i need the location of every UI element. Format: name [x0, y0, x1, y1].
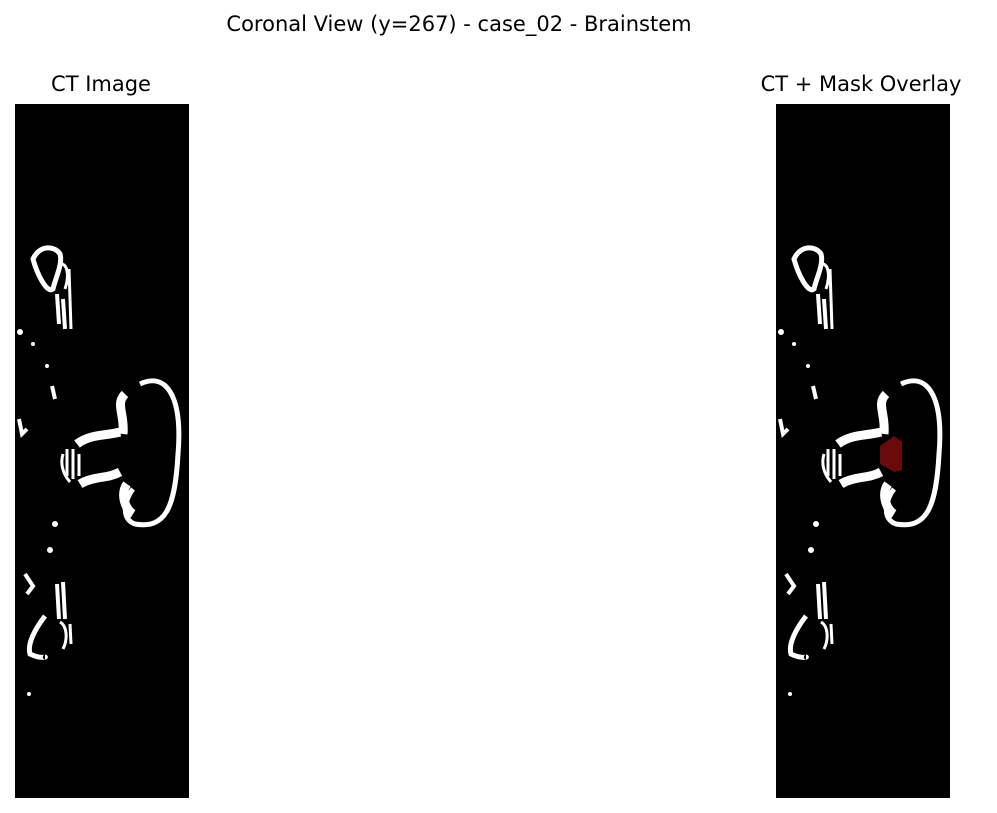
ct-image-title: CT Image — [51, 72, 151, 96]
ct-image — [15, 104, 189, 798]
ct-image-panel — [15, 104, 189, 798]
overlay-panel — [776, 104, 950, 798]
figure-title: Coronal View (y=267) - case_02 - Brainst… — [226, 12, 692, 36]
overlay-title: CT + Mask Overlay — [760, 72, 962, 96]
overlay-image — [776, 104, 950, 798]
brainstem-mask — [880, 436, 902, 472]
